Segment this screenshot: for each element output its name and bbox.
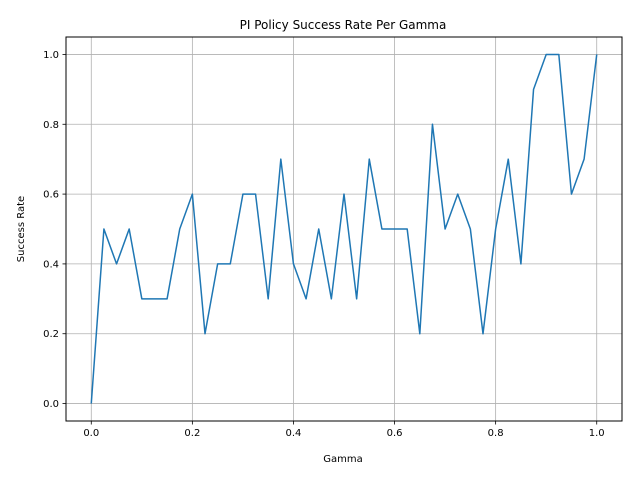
y-axis-title: Success Rate: [16, 196, 27, 262]
x-tick-label: 0.8: [488, 428, 504, 439]
x-tick-label: 0.4: [286, 428, 302, 439]
y-tick-label: 0.2: [43, 329, 59, 340]
x-tick-label: 0.2: [184, 428, 200, 439]
y-tick-label: 0.0: [43, 399, 59, 410]
plot-frame: [65, 36, 623, 422]
x-tick-label: 0.0: [83, 428, 99, 439]
y-tick-label: 1.0: [43, 50, 59, 61]
y-tick-label: 0.6: [43, 190, 59, 201]
chart-title: PI Policy Success Rate Per Gamma: [240, 18, 447, 32]
y-tick-label: 0.4: [43, 259, 59, 270]
x-tick-label: 1.0: [589, 428, 605, 439]
tick-labels: 0.0 0.2 0.4 0.6 0.8 1.0 0.0 0.2 0.4 0.6 0.8 1.0: [43, 50, 605, 439]
x-tick-label: 0.6: [387, 428, 403, 439]
y-tick-label: 0.8: [43, 120, 59, 131]
series-group: [90, 53, 598, 404]
x-axis-title: Gamma: [323, 454, 363, 465]
tick-marks: [62, 54, 598, 425]
